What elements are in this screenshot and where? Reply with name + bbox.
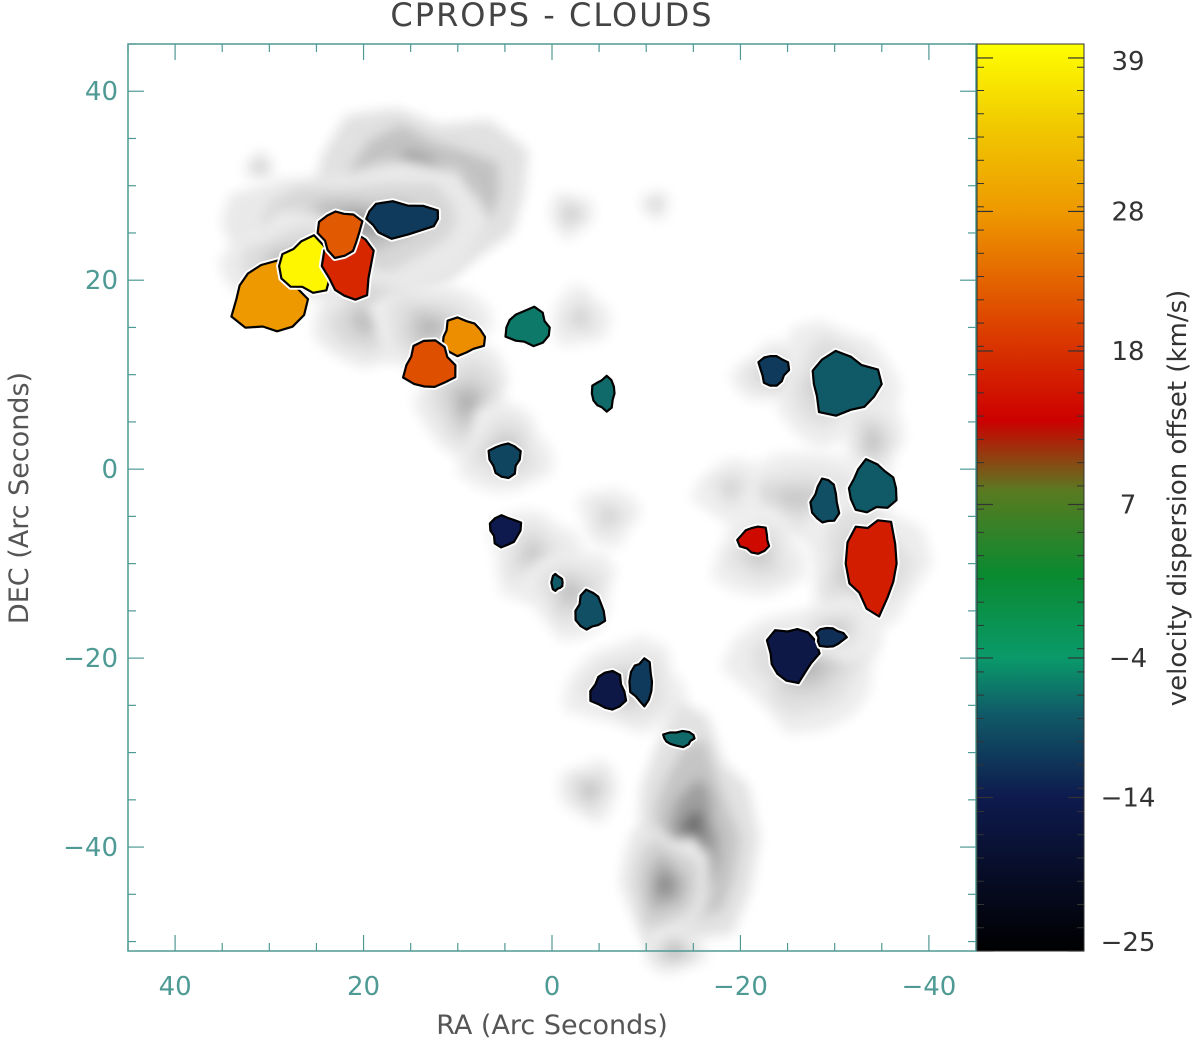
cloud-shape	[811, 349, 883, 417]
cloud-shape	[589, 669, 628, 711]
emission-contour	[417, 316, 444, 339]
colorbar: 39 28 18 7 −4 −14 −25 velocity dispersion offs…	[976, 43, 1193, 958]
cloud-shape	[574, 588, 607, 631]
y-tick-label: 40	[85, 77, 118, 107]
cloud-shape	[487, 442, 522, 480]
emission-region	[694, 458, 760, 518]
cloud-shape	[278, 234, 333, 294]
cloud-markers	[228, 198, 900, 751]
cloud-shape	[504, 305, 551, 348]
cloud-marker	[486, 512, 525, 551]
emission-contour	[256, 163, 264, 171]
cloud-shape	[809, 477, 841, 524]
chart-title: CPROPS - CLOUDS	[390, 0, 713, 34]
cloud-marker	[363, 198, 441, 242]
colorbar-fill	[976, 43, 1085, 952]
cloud-marker	[314, 208, 366, 261]
y-tick-label: −40	[63, 833, 118, 863]
y-tick-label: 20	[85, 266, 118, 296]
x-tick-label: −20	[713, 972, 768, 1002]
cloud-marker	[548, 570, 566, 594]
cloud-marker	[587, 668, 630, 713]
y-tick-label: −20	[63, 644, 118, 674]
cloud-marker	[502, 303, 553, 350]
cloud-marker	[485, 440, 524, 481]
emission-region	[552, 283, 613, 347]
cloud-marker	[276, 232, 335, 296]
x-tick-label: 0	[544, 972, 561, 1002]
cloud-shape	[488, 514, 523, 549]
cloud-shape	[815, 626, 848, 648]
cloud-shape	[550, 572, 564, 592]
emission-contour	[602, 509, 616, 524]
x-tick-label: −40	[901, 972, 956, 1002]
y-axis-ticks: 40 20 0 −20 −40	[63, 43, 976, 943]
x-tick-label: 40	[159, 972, 192, 1002]
colorbar-tick-label: 7	[1120, 490, 1137, 520]
emission-region	[549, 192, 595, 241]
cloud-marker	[626, 655, 655, 710]
colorbar-tick-label: −25	[1101, 928, 1156, 958]
colorbar-label: velocity dispersion offset (km/s)	[1163, 290, 1193, 707]
cloud-shape	[736, 525, 771, 555]
cloud-marker	[763, 626, 823, 687]
emission-contour	[655, 870, 676, 897]
cloud-shape	[847, 458, 898, 514]
cloud-marker	[842, 517, 900, 620]
emission-region	[243, 150, 275, 181]
cloud-shape	[316, 210, 364, 260]
cloud-shape	[365, 200, 439, 240]
y-tick-label: 0	[101, 455, 118, 485]
emission-region	[620, 826, 711, 956]
colorbar-tick-label: 28	[1111, 197, 1144, 227]
cloud-marker	[734, 523, 773, 557]
cloud-marker	[660, 727, 698, 751]
plot-area: 40 20 0 −20 −40 40 20 0 −20 −40	[63, 43, 977, 1002]
emission-region	[640, 188, 671, 223]
cloud-marker	[807, 475, 843, 526]
cloud-shape	[844, 519, 898, 618]
cloud-shape	[765, 628, 821, 685]
cloud-shape	[590, 374, 616, 413]
cloud-marker	[809, 347, 885, 419]
cloud-marker	[813, 625, 850, 650]
cloud-marker	[845, 456, 900, 516]
emission-contour	[573, 310, 587, 326]
y-axis-label: DEC (Arc Seconds)	[4, 372, 35, 624]
cloud-shape	[757, 355, 791, 387]
cloud-shape	[441, 316, 487, 358]
emission-contour	[522, 543, 544, 564]
emission-contour	[457, 390, 479, 418]
colorbar-tick-label: −4	[1109, 644, 1147, 674]
emission-contour	[724, 482, 739, 496]
emission-contour	[566, 208, 577, 219]
cloud-marker	[439, 314, 488, 360]
emission-region	[558, 758, 619, 826]
cloud-shape	[402, 339, 457, 388]
emission-contour	[652, 201, 660, 209]
cloud-marker	[755, 353, 793, 389]
cloud-marker	[588, 372, 618, 415]
x-axis-label: RA (Arc Seconds)	[436, 1010, 668, 1041]
cloud-marker	[400, 337, 459, 390]
emission-region	[576, 488, 642, 550]
colorbar-tick-label: −14	[1101, 784, 1156, 814]
x-tick-label: 20	[347, 972, 380, 1002]
x-axis-ticks: 40 20 0 −20 −40	[127, 44, 977, 1002]
colorbar-ticks: 39 28 18 7 −4 −14 −25	[977, 43, 1156, 958]
emission-contour	[866, 429, 880, 452]
cloud-shape	[628, 657, 654, 708]
cloud-shape	[662, 729, 696, 749]
cloud-marker	[572, 586, 609, 633]
colorbar-tick-label: 18	[1111, 337, 1144, 367]
colorbar-tick-label: 39	[1111, 47, 1144, 77]
emission-contour	[583, 783, 597, 799]
